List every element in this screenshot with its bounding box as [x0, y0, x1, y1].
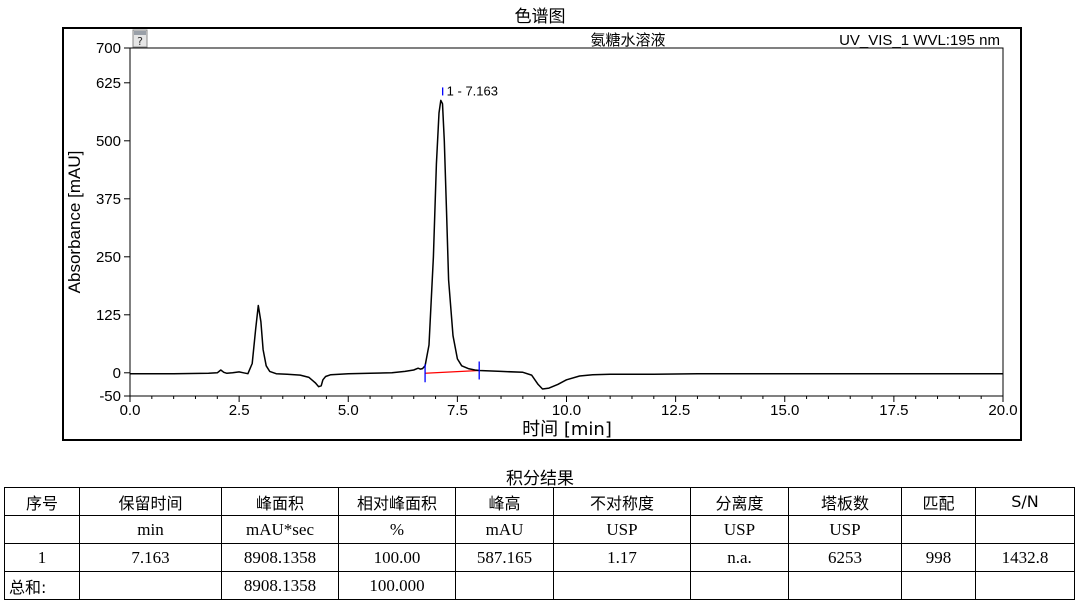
unit-cell: min	[79, 515, 222, 544]
total-cell	[553, 571, 691, 600]
y-tick-label: 700	[96, 40, 121, 57]
column-header: 塔板数	[788, 487, 902, 516]
table-cell: 7.163	[79, 543, 222, 572]
page-title: 色谱图	[514, 7, 566, 27]
unit-cell: %	[338, 515, 456, 544]
unit-cell	[4, 515, 80, 544]
report-icon[interactable]: ?	[132, 29, 148, 48]
table-cell: 100.00	[338, 543, 456, 572]
column-header: 峰面积	[221, 487, 339, 516]
total-cell	[901, 571, 976, 600]
x-axis-label: 时间 [min]	[522, 419, 612, 440]
x-tick-label: 10.0	[552, 402, 581, 419]
unit-cell: mAU	[455, 515, 554, 544]
y-tick-label: -50	[99, 388, 121, 405]
total-label: 总和:	[4, 571, 80, 600]
column-header: 保留时间	[79, 487, 222, 516]
x-tick-label: 17.5	[879, 402, 908, 419]
peak-label: 1 - 7.163	[447, 83, 498, 98]
x-tick-label: 20.0	[988, 402, 1017, 419]
unit-cell: mAU*sec	[221, 515, 339, 544]
x-tick-label: 15.0	[770, 402, 799, 419]
unit-cell: USP	[553, 515, 691, 544]
column-header: 峰高	[455, 487, 554, 516]
unit-cell	[901, 515, 976, 544]
total-cell: 8908.1358	[221, 571, 339, 600]
total-cell	[455, 571, 554, 600]
column-header: 序号	[4, 487, 80, 516]
table-header-row: 序号 保留时间 峰面积 相对峰面积 峰高 不对称度 分离度 塔板数 匹配 S/N	[4, 487, 1075, 516]
column-header: 匹配	[901, 487, 976, 516]
column-header: S/N	[975, 487, 1075, 516]
x-tick-label: 0.0	[120, 402, 141, 419]
table-cell: 8908.1358	[221, 543, 339, 572]
chart-sample-title: 氨糖水溶液	[590, 31, 665, 49]
y-tick-label: 125	[96, 307, 121, 324]
y-axis-label: Absorbance [mAU]	[65, 151, 84, 294]
table-title: 积分结果	[506, 469, 574, 489]
table-cell: 998	[901, 543, 976, 572]
svg-text:?: ?	[137, 35, 143, 48]
table-cell: 1.17	[553, 543, 691, 572]
total-cell	[79, 571, 222, 600]
table-cell: n.a.	[690, 543, 789, 572]
chart-outer-frame	[62, 27, 1022, 441]
x-tick-label: 5.0	[338, 402, 359, 419]
unit-cell	[975, 515, 1075, 544]
total-cell	[975, 571, 1075, 600]
channel-label: UV_VIS_1 WVL:195 nm	[839, 32, 1000, 49]
signal-trace	[130, 99, 1003, 390]
y-axis: 700 625 500 375 250 125 0 -50	[96, 40, 130, 405]
plot-layer: 1 - 7.163	[130, 83, 1003, 390]
table-cell: 6253	[788, 543, 902, 572]
table-cell: 587.165	[455, 543, 554, 572]
column-header: 不对称度	[553, 487, 691, 516]
integration-results-table: 序号 保留时间 峰面积 相对峰面积 峰高 不对称度 分离度 塔板数 匹配 S/N…	[4, 487, 1075, 600]
x-tick-label: 12.5	[661, 402, 690, 419]
y-tick-label: 250	[96, 249, 121, 266]
y-tick-label: 625	[96, 75, 121, 92]
total-cell	[788, 571, 902, 600]
column-header: 相对峰面积	[338, 487, 456, 516]
column-header: 分离度	[690, 487, 789, 516]
unit-cell: USP	[690, 515, 789, 544]
x-axis: 0.0 2.5 5.0 7.5 10.0 12.5 15.0 17.5 20.0	[120, 396, 1018, 419]
unit-cell: USP	[788, 515, 902, 544]
table-cell: 1	[4, 543, 80, 572]
total-cell: 100.000	[338, 571, 456, 600]
y-tick-label: 375	[96, 191, 121, 208]
table-cell: 1432.8	[975, 543, 1075, 572]
y-tick-label: 0	[113, 365, 121, 382]
chromatogram-chart: ? 氨糖水溶液 UV_VIS_1 WVL:195 nm 700 625 500 375…	[62, 27, 1022, 441]
integration-baseline	[425, 369, 480, 374]
total-cell	[690, 571, 789, 600]
table-units-row: min mAU*sec % mAU USP USP USP	[4, 515, 1075, 544]
plot-area-frame	[129, 47, 1004, 397]
table-row: 1 7.163 8908.1358 100.00 587.165 1.17 n.…	[4, 543, 1075, 572]
x-tick-label: 2.5	[229, 402, 250, 419]
y-tick-label: 500	[96, 133, 121, 150]
x-tick-label: 7.5	[447, 402, 468, 419]
table-total-row: 总和: 8908.1358 100.000	[4, 571, 1075, 600]
